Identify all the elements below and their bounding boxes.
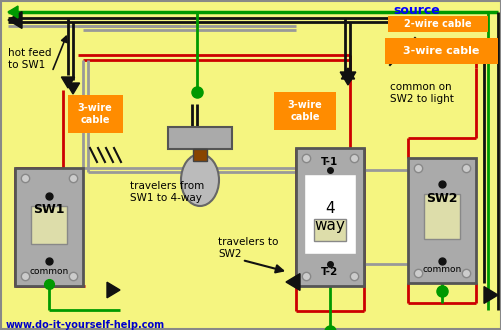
Polygon shape — [66, 83, 80, 94]
FancyBboxPatch shape — [31, 206, 67, 244]
Text: common: common — [30, 268, 69, 277]
Polygon shape — [341, 68, 354, 79]
FancyBboxPatch shape — [304, 174, 355, 254]
Text: 3-wire cable: 3-wire cable — [402, 46, 478, 56]
Text: hot feed
to SW1: hot feed to SW1 — [8, 48, 52, 70]
FancyBboxPatch shape — [296, 148, 363, 286]
FancyBboxPatch shape — [68, 95, 123, 133]
Polygon shape — [107, 282, 120, 298]
FancyBboxPatch shape — [313, 219, 345, 241]
Text: 2-wire cable: 2-wire cable — [403, 19, 471, 29]
Text: SW2: SW2 — [425, 191, 457, 205]
Text: T-2: T-2 — [321, 267, 338, 277]
FancyBboxPatch shape — [192, 149, 206, 161]
Polygon shape — [8, 6, 18, 18]
Polygon shape — [8, 12, 22, 28]
FancyBboxPatch shape — [407, 158, 475, 283]
FancyBboxPatch shape — [423, 194, 459, 239]
Ellipse shape — [181, 154, 218, 206]
FancyBboxPatch shape — [274, 92, 335, 130]
Text: 4
way: 4 way — [314, 201, 345, 233]
Text: source: source — [392, 4, 439, 17]
Polygon shape — [483, 286, 497, 303]
Text: SW1: SW1 — [33, 203, 65, 216]
FancyBboxPatch shape — [387, 16, 487, 32]
FancyBboxPatch shape — [384, 38, 497, 64]
Text: T-1: T-1 — [321, 157, 338, 167]
Text: travelers to
SW2: travelers to SW2 — [217, 237, 278, 259]
Text: common on
SW2 to light: common on SW2 to light — [389, 82, 453, 104]
Text: common: common — [421, 265, 461, 274]
Text: travelers from
SW1 to 4-way: travelers from SW1 to 4-way — [130, 181, 204, 203]
Text: 3-wire
cable: 3-wire cable — [287, 100, 322, 122]
FancyBboxPatch shape — [168, 127, 231, 149]
FancyBboxPatch shape — [15, 168, 83, 286]
Text: www.do-it-yourself-help.com: www.do-it-yourself-help.com — [6, 320, 165, 330]
Polygon shape — [61, 77, 75, 88]
Polygon shape — [340, 72, 355, 85]
Polygon shape — [286, 274, 300, 290]
Text: 3-wire
cable: 3-wire cable — [78, 103, 112, 125]
